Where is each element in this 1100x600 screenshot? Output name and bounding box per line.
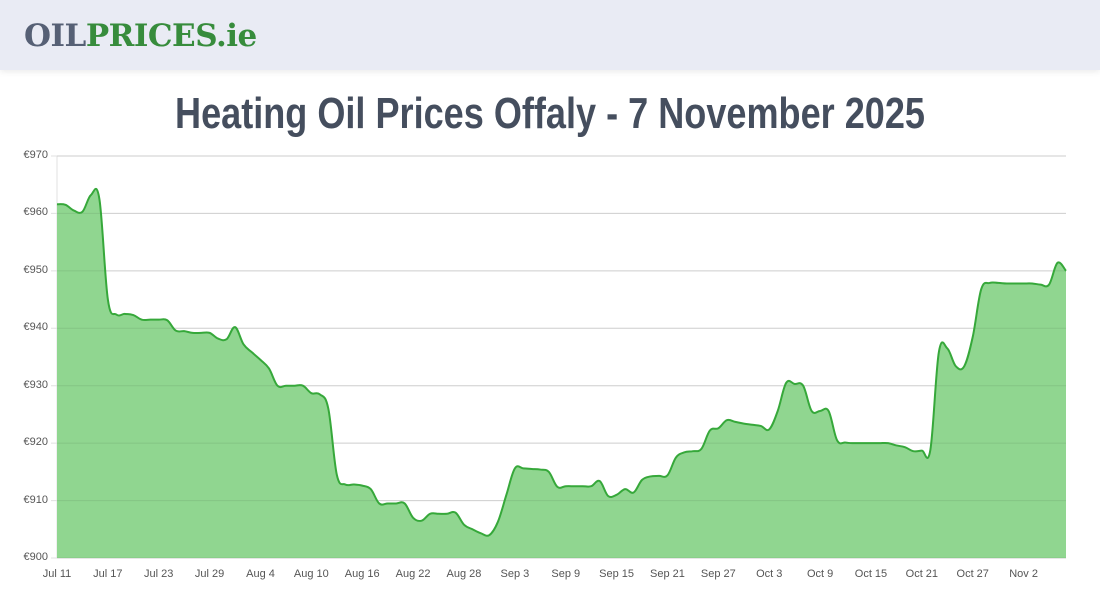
y-axis-label: €970 bbox=[23, 149, 48, 161]
y-axis-label: €950 bbox=[23, 263, 48, 276]
logo-oil-text: OIL bbox=[24, 18, 86, 54]
x-axis-label: Aug 22 bbox=[395, 568, 431, 580]
price-area-chart[interactable]: €900 €910 €920 €930 €940 €950 €960 €970 Jul 11 Ju… bbox=[0, 140, 1100, 600]
y-axis-label: €930 bbox=[23, 378, 48, 391]
x-axis-label: Oct 9 bbox=[806, 568, 834, 580]
x-axis-label: Oct 27 bbox=[956, 568, 989, 580]
x-axis-label: Aug 10 bbox=[293, 568, 329, 580]
x-axis-label: Sep 21 bbox=[650, 568, 685, 580]
x-axis-label: Sep 9 bbox=[551, 568, 581, 580]
logo-prices-text: PRICES.ie bbox=[85, 18, 257, 54]
x-axis-label: Jul 23 bbox=[144, 568, 174, 580]
x-axis-label: Aug 4 bbox=[246, 568, 275, 580]
x-axis-label: Oct 15 bbox=[854, 568, 888, 580]
x-axis-label: Aug 28 bbox=[446, 568, 482, 580]
site-logo[interactable]: OILPRICES.ie bbox=[24, 16, 257, 56]
y-axis-label: €910 bbox=[23, 493, 48, 506]
price-line[interactable] bbox=[56, 187, 1067, 537]
chart-plot bbox=[51, 155, 1067, 559]
x-axis-label: Jul 29 bbox=[194, 568, 225, 580]
x-axis-label: Jul 11 bbox=[42, 568, 72, 580]
x-axis-label: Oct 3 bbox=[756, 568, 783, 580]
y-axis-label: €940 bbox=[23, 321, 48, 334]
site-header: OILPRICES.ie bbox=[0, 0, 1100, 70]
x-axis-label: Sep 15 bbox=[599, 568, 635, 580]
y-axis-label: €900 bbox=[23, 551, 48, 563]
y-axis-label: €960 bbox=[23, 206, 48, 219]
x-axis-label: Jul 17 bbox=[93, 568, 123, 580]
price-area-fill bbox=[57, 188, 1066, 558]
x-axis-label: Nov 2 bbox=[1009, 568, 1038, 580]
x-axis-label: Sep 27 bbox=[700, 568, 736, 580]
x-axis-label: Aug 16 bbox=[344, 568, 380, 580]
page-title: Heating Oil Prices Offaly - 7 November 2… bbox=[175, 89, 925, 138]
x-axis-label: Oct 21 bbox=[905, 568, 939, 580]
y-axis-label: €920 bbox=[23, 436, 48, 449]
x-axis-label: Sep 3 bbox=[500, 568, 530, 580]
